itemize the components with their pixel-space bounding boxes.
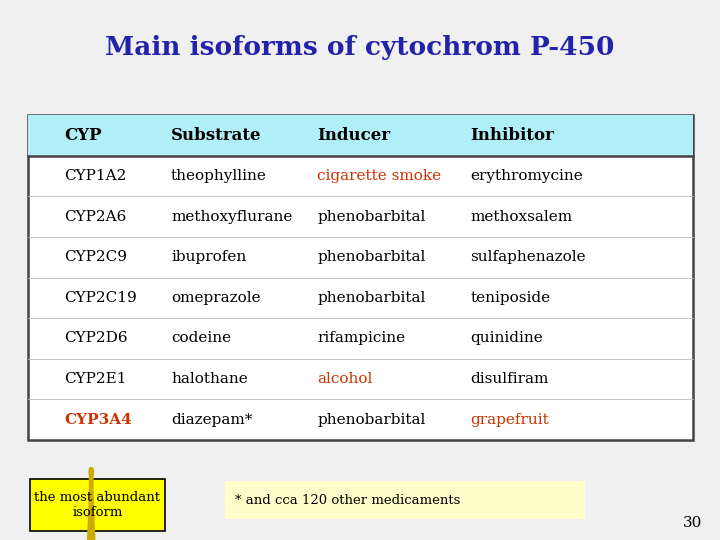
Text: Substrate: Substrate [171,127,261,144]
Text: CYP2D6: CYP2D6 [65,332,128,346]
Text: ibuprofen: ibuprofen [171,250,246,264]
Text: halothane: halothane [171,372,248,386]
Text: omeprazole: omeprazole [171,291,261,305]
Text: diazepam*: diazepam* [171,413,252,427]
Text: CYP2A6: CYP2A6 [65,210,127,224]
Text: phenobarbital: phenobarbital [318,210,426,224]
Text: CYP1A2: CYP1A2 [65,169,127,183]
Text: rifampicine: rifampicine [318,332,405,346]
Text: teniposide: teniposide [470,291,550,305]
Text: methoxsalem: methoxsalem [470,210,572,224]
Bar [28,115,693,440]
Text: 30: 30 [683,516,702,530]
Bar [28,115,693,156]
Text: Inhibitor: Inhibitor [470,127,554,144]
Text: CYP3A4: CYP3A4 [65,413,132,427]
Text: erythromycine: erythromycine [470,169,583,183]
Text: CYP2C9: CYP2C9 [65,250,127,264]
Text: codeine: codeine [171,332,231,346]
Text: CYP2E1: CYP2E1 [65,372,127,386]
Text: Main isoforms of cytochrom P-450: Main isoforms of cytochrom P-450 [105,36,615,60]
Text: phenobarbital: phenobarbital [318,291,426,305]
Text: phenobarbital: phenobarbital [318,250,426,264]
Text: phenobarbital: phenobarbital [318,413,426,427]
Text: cigarette smoke: cigarette smoke [318,169,441,183]
Bar [225,481,585,519]
Text: quinidine: quinidine [470,332,543,346]
Text: Inducer: Inducer [318,127,390,144]
Text: the most abundant
isoform: the most abundant isoform [35,491,161,519]
Text: CYP2C19: CYP2C19 [65,291,138,305]
Text: methoxyflurane: methoxyflurane [171,210,292,224]
Text: alcohol: alcohol [318,372,373,386]
Text: theophylline: theophylline [171,169,267,183]
Text: sulfaphenazole: sulfaphenazole [470,250,586,264]
Text: CYP: CYP [65,127,102,144]
Text: grapefruit: grapefruit [470,413,549,427]
Text: * and cca 120 other medicaments: * and cca 120 other medicaments [235,494,460,507]
Text: disulfiram: disulfiram [470,372,549,386]
Bar [30,479,165,531]
